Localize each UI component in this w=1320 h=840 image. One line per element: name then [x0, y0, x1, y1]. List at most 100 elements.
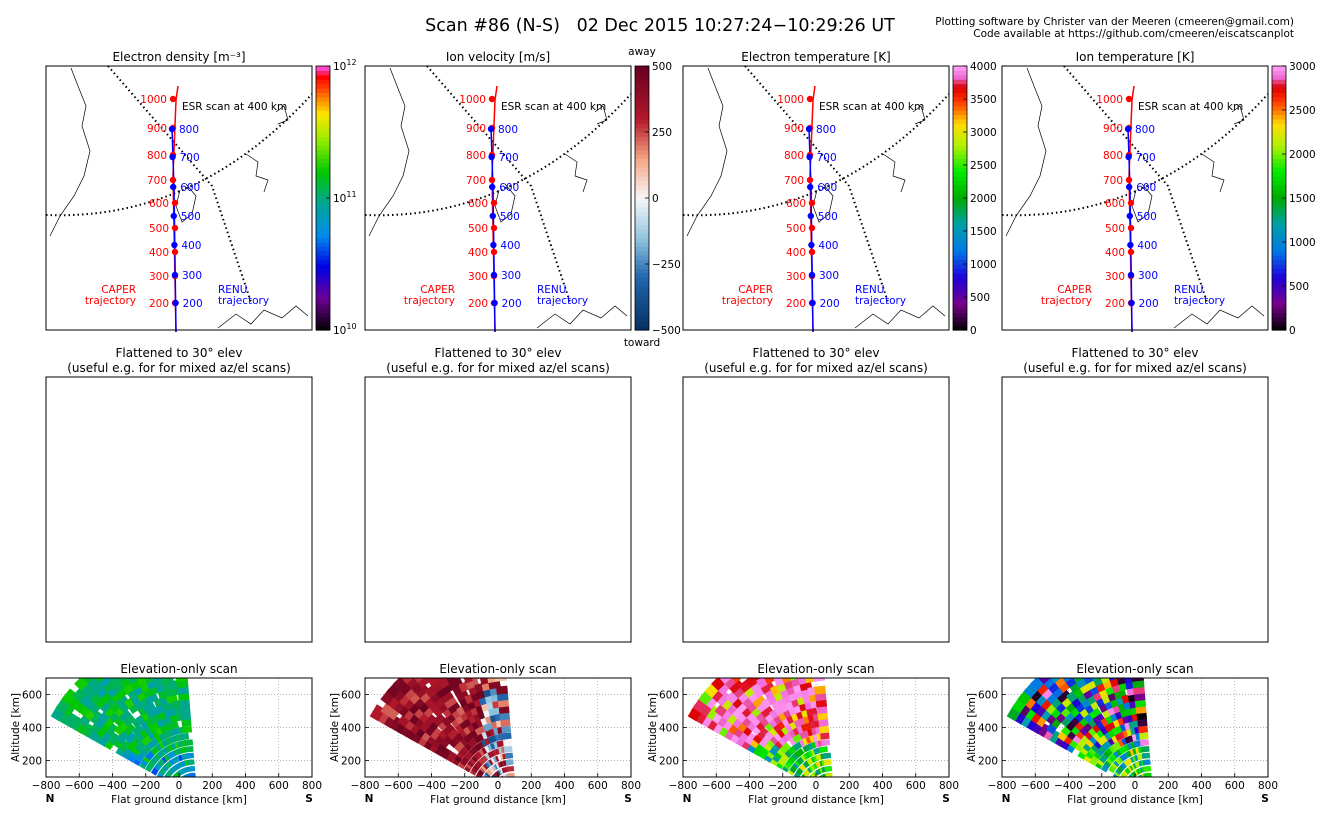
- renu-label-te-600: 600: [817, 182, 837, 194]
- colorbar-step-vi: [635, 176, 649, 181]
- scan-cell: [504, 752, 514, 759]
- scan-cell: [445, 678, 461, 685]
- colorbar-step-ne: [316, 83, 330, 89]
- colorbar-step-te: [953, 171, 967, 177]
- colorbar-step-ne: [316, 233, 330, 239]
- renu-marker-te-300: [808, 271, 816, 279]
- colorbar-step-ti: [1272, 79, 1286, 85]
- colorbar-step-te: [953, 154, 967, 159]
- colorbar-step-te: [953, 272, 967, 278]
- colorbar-step-ne: [316, 136, 330, 142]
- renu-marker-ti-700: [1125, 153, 1132, 161]
- colorbar-step-vi: [635, 171, 649, 177]
- xtick-label-ti: −600: [1021, 780, 1050, 792]
- panel-te: Electron temperature [K] 1000 900 800 700 600…: [647, 50, 997, 806]
- scan-cell: [1136, 712, 1148, 721]
- scan-cell: [822, 752, 832, 759]
- xtick-label-ne: −200: [131, 780, 160, 792]
- colorbar-step-ne: [316, 246, 330, 252]
- scan-cell: [478, 755, 489, 765]
- colorbar-step-ne: [316, 316, 330, 322]
- xtick-label-te: −200: [768, 780, 797, 792]
- renu-marker-ti-600: [1126, 183, 1133, 191]
- scan-title-te: Elevation-only scan: [757, 662, 874, 676]
- caper-title2-te: trajectory: [722, 295, 773, 307]
- colorbar-step-ne: [316, 154, 330, 159]
- colorbar-tick-label-ti: 2500: [1289, 105, 1316, 117]
- caper-title2-ti: trajectory: [1041, 295, 1092, 307]
- caper-label-ti-300: 300: [1105, 271, 1125, 283]
- caper-label-vi-800: 800: [466, 150, 486, 162]
- scan-cell: [506, 766, 515, 772]
- caper-marker-te-700: [806, 176, 814, 184]
- caper-label-ti-1000: 1000: [1096, 94, 1123, 106]
- renu-marker-vi-400: [490, 241, 497, 249]
- colorbar-step-ne: [316, 105, 330, 111]
- colorbar-vi: 500 250 0 −250 −500 away toward: [624, 46, 681, 349]
- colorbar-step-vi: [635, 211, 649, 217]
- coastline-vi-0: [368, 67, 410, 237]
- renu-marker-ne-200: [172, 299, 179, 307]
- colorbar-step-ti: [1272, 83, 1286, 89]
- colorbar-step-te: [953, 294, 967, 300]
- scan-cell: [1142, 759, 1151, 766]
- scan-cell: [1092, 712, 1105, 725]
- scan-cell: [773, 678, 789, 687]
- colorbar-step-ti: [1272, 220, 1286, 225]
- caper-label-ne-900: 900: [147, 123, 167, 135]
- colorbar-step-te: [953, 237, 967, 243]
- scan-cell: [400, 678, 418, 685]
- colorbar-step-ne: [316, 79, 330, 85]
- scan-cell: [81, 678, 99, 685]
- scan-cell: [108, 678, 125, 688]
- colorbar-step-te: [953, 158, 967, 164]
- ytick-label-te: 400: [659, 723, 679, 735]
- renu-marker-ne-800: [168, 125, 176, 133]
- caper-marker-ne-600: [171, 199, 179, 207]
- colorbar-step-vi: [635, 70, 649, 76]
- xtick-label-ti: 400: [1191, 780, 1211, 792]
- colorbar-step-vi: [635, 237, 649, 243]
- colorbar-step-ti: [1272, 136, 1286, 142]
- credit-line-2: Code available at https://github.com/cme…: [973, 28, 1294, 40]
- renu-marker-vi-300: [490, 271, 498, 279]
- corner-label-north-te: N: [683, 793, 692, 805]
- colorbar-step-ti: [1272, 202, 1286, 208]
- scan-cell: [751, 693, 766, 708]
- scan-cell: [1077, 735, 1090, 748]
- colorbar-step-te: [953, 202, 967, 208]
- renu-label-ti-600: 600: [1136, 182, 1156, 194]
- colorbar-step-ti: [1272, 316, 1286, 322]
- colorbar-tick-label-te: 3000: [970, 127, 997, 139]
- colorbar-step-vi: [635, 250, 649, 256]
- caper-label-te-300: 300: [786, 271, 806, 283]
- scan-cell: [170, 727, 181, 737]
- esr-label-ti: ESR scan at 400 km: [1138, 101, 1243, 113]
- colorbar-step-ne: [316, 66, 330, 71]
- xtick-label-ne: 600: [269, 780, 289, 792]
- scan-cell: [184, 745, 194, 753]
- colorbar-step-vi: [635, 281, 649, 287]
- flattened-subtitle-ti: (useful e.g. for for mixed az/el scans): [1023, 361, 1247, 375]
- colorbar-step-vi: [635, 101, 649, 107]
- colorbar-step-ti: [1272, 193, 1286, 199]
- renu-marker-ti-400: [1127, 241, 1134, 249]
- renu-marker-vi-600: [489, 183, 496, 191]
- colorbar-step-vi: [635, 136, 649, 142]
- colorbar-step-ti: [1272, 96, 1286, 102]
- xtick-label-ne: −600: [65, 780, 94, 792]
- colorbar-step-ti: [1272, 246, 1286, 252]
- scan-cell: [496, 685, 509, 695]
- colorbar-step-ti: [1272, 101, 1286, 107]
- colorbar-ti: 3000 2500 2000 1500 1000 500 0: [1271, 61, 1316, 337]
- renu-marker-te-200: [809, 299, 816, 307]
- colorbar-step-ne: [316, 132, 330, 137]
- xtick-label-ti: −400: [1054, 780, 1083, 792]
- flattened-subtitle-vi: (useful e.g. for for mixed az/el scans): [386, 361, 610, 375]
- scan-cell: [447, 701, 461, 715]
- colorbar-step-te: [953, 215, 967, 221]
- scan-cell: [1082, 678, 1098, 685]
- scan-cell: [106, 731, 120, 746]
- scan-cell: [68, 715, 83, 731]
- caper-marker-ti-600: [1127, 199, 1135, 207]
